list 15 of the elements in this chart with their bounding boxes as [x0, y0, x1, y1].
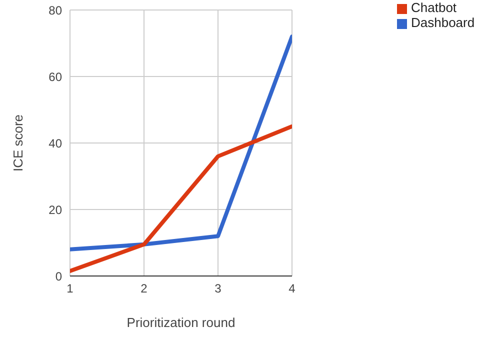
x-tick-label: 3 [214, 282, 222, 296]
legend-label: Dashboard [411, 15, 475, 30]
y-tick-label: 20 [48, 202, 62, 217]
y-axis-title: ICE score [10, 114, 26, 172]
x-axis-title: Prioritization round [126, 315, 236, 330]
y-tick-label: 60 [48, 70, 62, 84]
y-tick-label: 80 [48, 3, 62, 18]
y-tick-label: 0 [55, 269, 62, 284]
line-series [70, 34, 292, 252]
x-tick-label: 4 [288, 282, 296, 296]
y-tick-label: 40 [48, 136, 62, 150]
x-tick-label: 1 [66, 282, 74, 296]
x-tick-label: 2 [140, 282, 148, 296]
line-series [70, 124, 292, 274]
legend-label: Chatbot [411, 0, 457, 15]
